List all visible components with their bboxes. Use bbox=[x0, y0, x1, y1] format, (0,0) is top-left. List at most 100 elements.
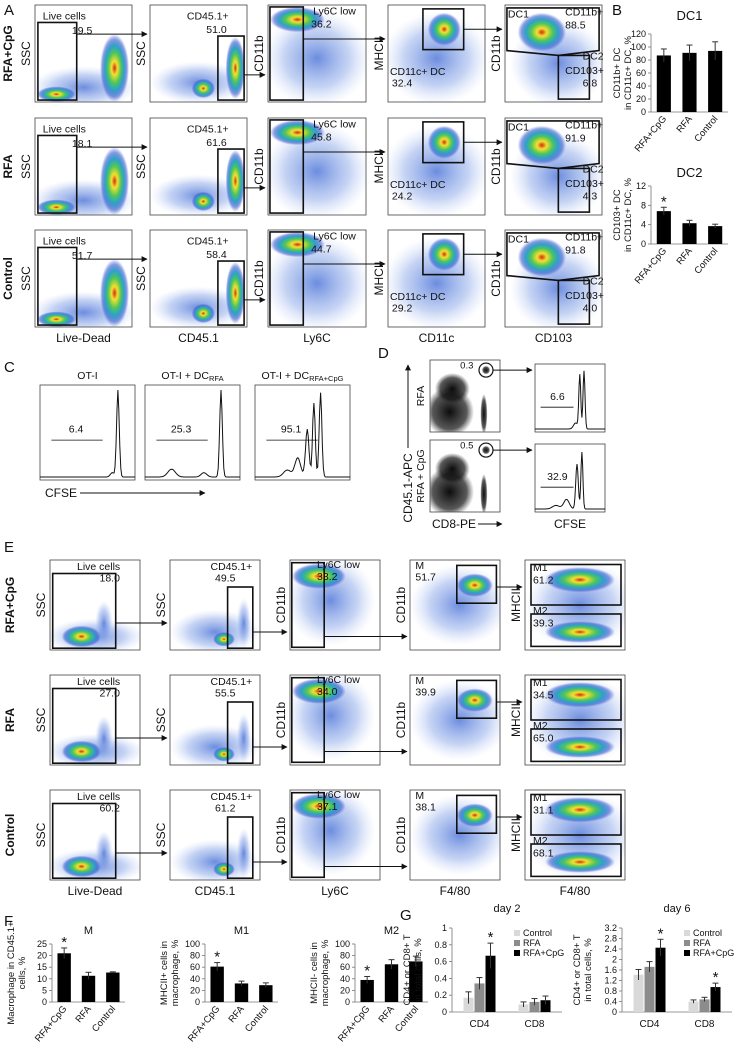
density bbox=[170, 827, 260, 880]
legend-label: Control bbox=[693, 928, 722, 938]
x-tick-label: Control bbox=[692, 246, 720, 277]
x-tick-label: RFA bbox=[73, 1003, 94, 1025]
density-cloud bbox=[427, 12, 461, 46]
y-axis-label: CD11b bbox=[489, 35, 503, 72]
density-cloud bbox=[456, 688, 493, 712]
density-cloud bbox=[236, 712, 251, 764]
gate-label: 91.9 bbox=[565, 132, 586, 144]
y-axis-label: SSC bbox=[34, 592, 48, 617]
bar bbox=[682, 223, 697, 244]
gate bbox=[455, 679, 498, 720]
bar bbox=[57, 953, 71, 1002]
density-cloud bbox=[95, 600, 113, 646]
y-tick-label: 80 bbox=[340, 951, 350, 961]
gate-value: 0.3 bbox=[460, 361, 473, 372]
density-cloud bbox=[388, 11, 485, 102]
density bbox=[509, 12, 602, 102]
y-tick-label: 100 bbox=[631, 42, 646, 52]
bar bbox=[655, 947, 666, 1012]
plot-title-text: OT-I + DC bbox=[262, 370, 310, 382]
y-axis-label: SSC bbox=[134, 154, 148, 179]
density bbox=[410, 564, 500, 646]
gate-label: 39.9 bbox=[415, 687, 436, 699]
significance: * bbox=[61, 934, 67, 951]
x-axis-label: Live-Dead bbox=[68, 884, 123, 898]
gate bbox=[226, 701, 254, 765]
density-cloud bbox=[434, 452, 470, 485]
y-axis-label: SSC bbox=[134, 41, 148, 66]
plot-frame bbox=[34, 4, 133, 103]
plot-frame bbox=[534, 363, 606, 433]
gate-label: 91.8 bbox=[565, 244, 586, 256]
density-cloud bbox=[225, 37, 246, 100]
y-tick-label: 15 bbox=[37, 962, 47, 972]
x-tick-label: RFA bbox=[226, 1003, 247, 1025]
density-cloud bbox=[61, 855, 102, 878]
gate-label: 4.3 bbox=[583, 190, 598, 202]
y-tick-label: 4 bbox=[641, 220, 646, 230]
y-axis-label: MHCII bbox=[509, 703, 523, 737]
density bbox=[290, 790, 376, 876]
gate-label: Live cells bbox=[77, 676, 120, 688]
gate-label: DC2 bbox=[583, 50, 604, 62]
density-cloud bbox=[61, 625, 102, 648]
x-axis-label: CFSE bbox=[45, 486, 77, 500]
y-tick-label: 1.6 bbox=[604, 965, 617, 975]
gate-label: 68.1 bbox=[533, 848, 554, 860]
y-axis-label: MHCII bbox=[509, 818, 523, 852]
bar bbox=[688, 1001, 699, 1012]
gate-label: 31.1 bbox=[533, 804, 554, 816]
bar bbox=[644, 966, 655, 1012]
gate-label: DC2 bbox=[583, 275, 604, 287]
y-axis-label: SSC bbox=[154, 592, 168, 617]
density bbox=[35, 34, 132, 102]
gate-label: Live cells bbox=[43, 11, 86, 23]
x-tick-label: RFA+CpG bbox=[336, 1004, 372, 1044]
density bbox=[388, 236, 485, 327]
plot-frame bbox=[169, 674, 261, 766]
panel-label: G bbox=[400, 907, 412, 924]
y-axis-label: SSC bbox=[19, 41, 33, 66]
x-tick-label: CD4 bbox=[639, 1019, 659, 1030]
density-cloud bbox=[480, 473, 488, 512]
y-tick-label: 100 bbox=[335, 939, 350, 949]
gate bbox=[530, 563, 622, 606]
y-axis-label: CD11b bbox=[394, 586, 408, 623]
y-tick-label: 0 bbox=[42, 997, 47, 1007]
gate-label: Live cells bbox=[43, 124, 86, 136]
density-cloud bbox=[36, 86, 76, 102]
density-cloud bbox=[434, 372, 470, 405]
gate-value: 0.5 bbox=[460, 441, 473, 452]
chart-title: M bbox=[84, 925, 93, 937]
x-axis-label: Live-Dead bbox=[56, 331, 111, 345]
gate-label: M bbox=[415, 790, 424, 802]
gate-label: Live cells bbox=[77, 791, 120, 803]
density bbox=[170, 712, 260, 765]
gate-label: 29.2 bbox=[392, 302, 413, 314]
density-cloud bbox=[268, 234, 366, 327]
y-axis-label: MHCII- cells in bbox=[309, 942, 320, 1004]
density bbox=[509, 237, 602, 327]
gate bbox=[226, 586, 254, 650]
gate bbox=[506, 232, 600, 282]
plot-frame bbox=[49, 789, 141, 881]
y-tick-label: 2 bbox=[612, 955, 617, 965]
y-tick-label: 40 bbox=[636, 81, 646, 91]
density bbox=[290, 675, 376, 761]
density bbox=[410, 794, 500, 876]
density-cloud bbox=[191, 191, 215, 212]
chart-title: day 6 bbox=[664, 903, 691, 915]
gate-label: CD11b+ bbox=[565, 7, 603, 19]
gate-label: M1 bbox=[533, 677, 548, 689]
significance: * bbox=[488, 929, 494, 946]
gate-value: 6.4 bbox=[69, 424, 84, 436]
significance: * bbox=[713, 969, 719, 986]
gate-label: CD45.1+ bbox=[211, 561, 253, 573]
plot-frame bbox=[34, 229, 133, 328]
gate bbox=[217, 35, 245, 101]
density-cloud bbox=[480, 393, 488, 432]
plot-frame bbox=[524, 674, 626, 766]
gate bbox=[226, 816, 254, 880]
legend-swatch bbox=[684, 930, 690, 936]
gate bbox=[217, 148, 245, 214]
